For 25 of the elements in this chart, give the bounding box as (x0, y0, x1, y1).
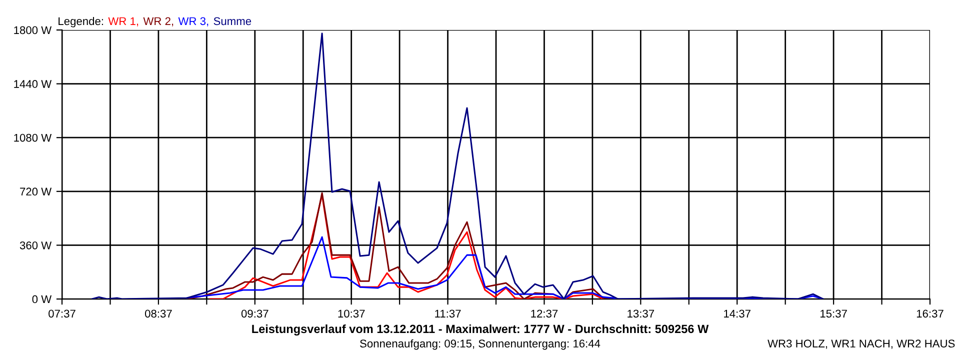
legend-title: Legende: (58, 16, 104, 28)
text: Leistungsverlauf vom 13.12.2011 - Maximalwert: 1777 W - Durchschnitt: 509256 W (252, 324, 709, 336)
text: Summe (214, 17, 252, 26)
x-tick-label: 09:37 (241, 310, 268, 318)
y-tick-label: 1080 W (14, 134, 52, 142)
line-series (91, 32, 824, 300)
y-tick-label: 720 W (20, 188, 52, 196)
x-tick-label: 14:37 (724, 310, 750, 318)
x-tick-label: 12:37 (531, 310, 558, 318)
text: WR 1, (108, 17, 138, 26)
text: WR3 HOLZ, WR1 NACH, WR2 HAUS (768, 340, 955, 349)
x-tick-label: 16:37 (916, 310, 944, 318)
y-tick-label: 1440 W (14, 80, 52, 88)
y-tick-label: 1800 W (14, 26, 52, 34)
x-tick-label: 13:37 (628, 310, 654, 318)
x-tick-label: 15:37 (820, 310, 847, 318)
y-tick-label: 0 W (32, 295, 52, 304)
x-tick-label: 10:37 (338, 310, 365, 318)
y-tick-label: 360 W (20, 241, 52, 250)
x-tick-label: 07:37 (48, 310, 76, 318)
text: WR 2, (143, 17, 174, 26)
x-tick-label: 08:37 (144, 310, 172, 318)
text: Sonnenaufgang: 09:15, Sonnenuntergang: 16:44 (360, 339, 600, 350)
text: WR 3, (178, 17, 208, 26)
x-tick-label: 11:37 (435, 310, 461, 318)
